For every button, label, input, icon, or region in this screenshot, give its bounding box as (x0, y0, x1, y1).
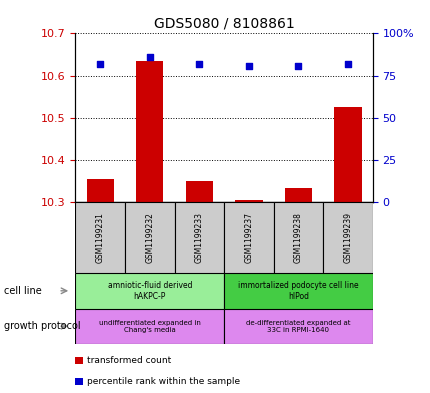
Text: growth protocol: growth protocol (4, 321, 81, 331)
Point (146, 54, 153, 60)
Bar (224, 202, 273, 273)
Bar (75, 202, 125, 273)
Bar (224, 309, 372, 344)
Bar (75, 357, 83, 364)
Bar (235, 200, 262, 202)
Text: percentile rank within the sample: percentile rank within the sample (87, 377, 240, 386)
Text: transformed count: transformed count (87, 356, 171, 365)
Text: cell line: cell line (4, 286, 42, 296)
Text: GSM1199231: GSM1199231 (95, 212, 104, 263)
Point (344, 61, 351, 67)
Text: GSM1199233: GSM1199233 (194, 212, 203, 263)
Bar (322, 202, 372, 273)
Bar (273, 202, 322, 273)
Bar (75, 273, 224, 309)
Bar (86, 179, 114, 202)
Bar (75, 378, 83, 385)
Point (245, 62, 252, 69)
Point (96, 61, 103, 67)
Text: immortalized podocyte cell line
hIPod: immortalized podocyte cell line hIPod (238, 281, 358, 301)
Point (294, 62, 301, 69)
Text: undifferentiated expanded in
Chang's media: undifferentiated expanded in Chang's med… (98, 320, 200, 333)
Bar (75, 309, 224, 344)
Bar (334, 107, 361, 202)
Text: GSM1199237: GSM1199237 (244, 212, 253, 263)
Bar (136, 61, 163, 202)
Bar (284, 187, 311, 202)
Title: GDS5080 / 8108861: GDS5080 / 8108861 (154, 17, 294, 31)
Point (195, 61, 203, 67)
Text: de-differentiated expanded at
33C in RPMI-1640: de-differentiated expanded at 33C in RPM… (246, 320, 350, 333)
Bar (125, 202, 174, 273)
Bar (185, 181, 212, 202)
Text: GSM1199238: GSM1199238 (293, 212, 302, 263)
Bar (224, 273, 372, 309)
Text: GSM1199239: GSM1199239 (343, 212, 352, 263)
Text: GSM1199232: GSM1199232 (145, 212, 154, 263)
Text: amniotic-fluid derived
hAKPC-P: amniotic-fluid derived hAKPC-P (107, 281, 192, 301)
Bar (174, 202, 224, 273)
